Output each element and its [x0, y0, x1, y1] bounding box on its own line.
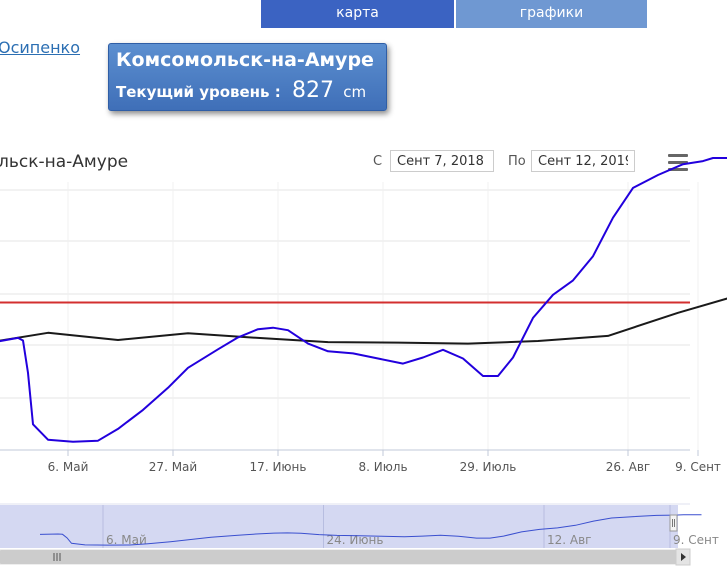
- average-level-line: [0, 297, 727, 345]
- chart-menu-icon[interactable]: [666, 154, 690, 174]
- x-tick-label: 17. Июнь: [250, 460, 307, 474]
- x-tick-label: 8. Июль: [358, 460, 407, 474]
- x-tick-label: 6. Май: [48, 460, 89, 474]
- tab-map[interactable]: карта: [261, 0, 454, 28]
- chart-title: льск-на-Амуре: [0, 152, 129, 172]
- scroll-right-arrow-icon: [681, 553, 686, 561]
- current-level-unit: cm: [343, 83, 367, 101]
- current-level-line: [0, 157, 727, 443]
- tab-charts[interactable]: графики: [456, 0, 647, 28]
- range-from-input[interactable]: [390, 150, 494, 172]
- navigator-tick-label: 6. Май: [106, 533, 147, 547]
- station-name: Комсомольск-на-Амуре: [116, 49, 374, 71]
- navigator-handle-right[interactable]: [669, 514, 678, 532]
- navigator-outside: [678, 505, 690, 548]
- x-tick-label: 29. Июль: [460, 460, 517, 474]
- x-tick-label: 9. Сент: [675, 460, 721, 474]
- range-from-label: С: [373, 154, 383, 169]
- x-tick-label: 27. Май: [149, 460, 197, 474]
- current-level-value: 827: [291, 78, 334, 103]
- navigator-series: [39, 514, 702, 546]
- current-level-label: Текущий уровень :: [116, 83, 281, 101]
- range-to-label: По: [508, 154, 526, 169]
- navigator-tick-label: 9. Сент: [673, 533, 719, 547]
- range-to-input[interactable]: [531, 150, 635, 172]
- scrollbar-thumb[interactable]: [0, 550, 676, 564]
- navigator-tick-label: 12. Авг: [547, 533, 591, 547]
- station-link[interactable]: Осипенко: [0, 38, 81, 57]
- navigator-tick-label: 24. Июнь: [327, 533, 384, 547]
- current-level-tooltip: Комсомольск-на-Амуре Текущий уровень : 8…: [108, 43, 387, 111]
- current-level-row: Текущий уровень : 827 cm: [116, 78, 366, 103]
- x-tick-label: 26. Авг: [606, 460, 650, 474]
